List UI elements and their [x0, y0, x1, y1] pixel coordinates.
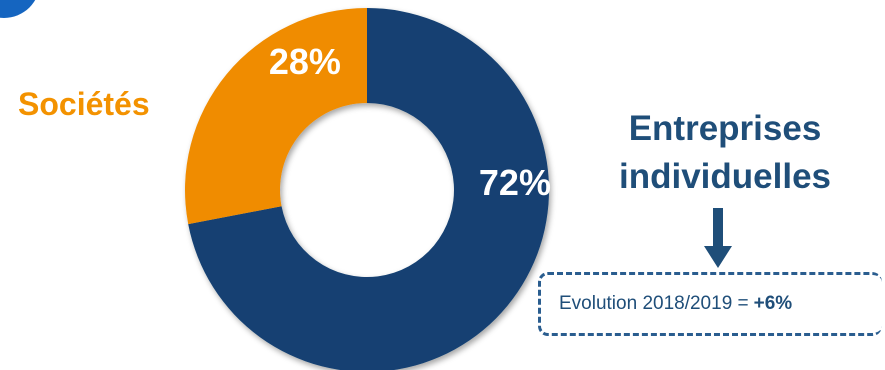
- slice-entreprises-individuelles: [188, 8, 549, 370]
- down-arrow-icon: [704, 208, 732, 268]
- slice-label-entreprises-individuelles: 72%: [479, 162, 551, 203]
- slice-societes: [185, 8, 367, 225]
- label-societes: Sociétés: [18, 86, 150, 122]
- corner-badge: [0, 0, 36, 18]
- label-entreprises-individuelles: Entreprises individuelles: [575, 105, 875, 201]
- evolution-box: Evolution 2018/2019 = +6%: [538, 272, 882, 336]
- label-entreprises-line2: individuelles: [619, 157, 831, 196]
- evolution-text: Evolution 2018/2019 =: [559, 293, 749, 314]
- slice-label-societes: 28%: [269, 41, 341, 82]
- label-entreprises-line1: Entreprises: [628, 109, 822, 148]
- evolution-value: +6%: [753, 293, 793, 314]
